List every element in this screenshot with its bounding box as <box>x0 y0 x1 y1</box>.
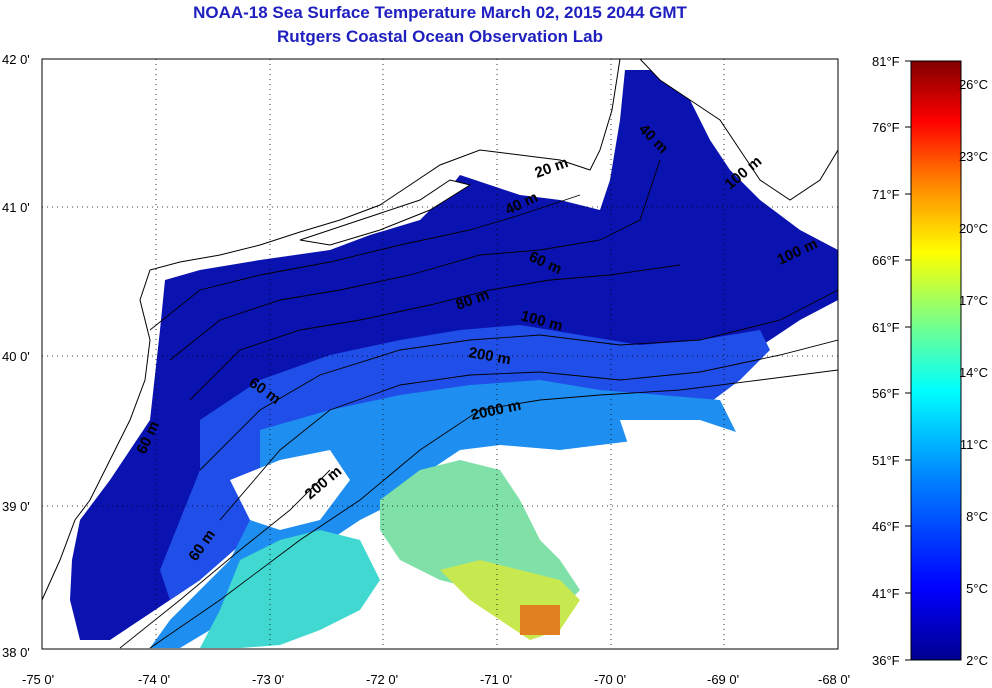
lat-tick-label: 41 0' <box>2 200 30 215</box>
contour-200m-south <box>119 469 331 649</box>
colorbar-c-label: 17°C <box>959 293 988 308</box>
contour-200m <box>219 339 838 521</box>
sst-field <box>70 70 838 648</box>
lon-tick-label: -71 0' <box>480 672 512 687</box>
map-frame <box>41 58 839 650</box>
colorbar: 81°F 76°F 71°F 66°F 61°F 56°F 51°F 46°F … <box>872 54 988 668</box>
cloud-mask <box>230 450 350 530</box>
colorbar-f-label: 61°F <box>872 320 900 335</box>
colorbar-f-label: 46°F <box>872 519 900 534</box>
colorbar-f-label: 66°F <box>872 253 900 268</box>
bathymetry-contours <box>119 159 838 649</box>
lon-tick-label: -73 0' <box>252 672 284 687</box>
contour-2000m <box>149 369 838 649</box>
warm-eddy-patch <box>520 605 560 635</box>
map-subtitle: Rutgers Coastal Ocean Observation Lab <box>277 27 603 46</box>
colorbar-c-label: 23°C <box>959 149 988 164</box>
gridlines <box>42 59 838 649</box>
lon-tick-label: -69 0' <box>707 672 739 687</box>
contour-100m <box>199 289 838 471</box>
colorbar-f-label: 71°F <box>872 187 900 202</box>
lon-tick-label: -74 0' <box>138 672 170 687</box>
lon-tick-label: -72 0' <box>366 672 398 687</box>
colorbar-f-label: 41°F <box>872 586 900 601</box>
lon-tick-label: -75 0' <box>22 672 54 687</box>
contour-60m <box>189 264 681 401</box>
long-island <box>299 179 472 246</box>
lon-tick-label: -70 0' <box>594 672 626 687</box>
offshore-cyan-patch <box>200 530 380 648</box>
colorbar-c-label: 2°C <box>966 653 988 668</box>
land-mass <box>42 59 621 601</box>
slope-water-region <box>150 380 740 648</box>
colorbar-f-label: 51°F <box>872 453 900 468</box>
contour-20m <box>149 194 581 331</box>
colorbar-gradient <box>910 60 962 661</box>
lat-tick-label: 38 0' <box>2 645 30 660</box>
colorbar-f-label: 56°F <box>872 386 900 401</box>
lat-tick-label: 40 0' <box>2 349 30 364</box>
colorbar-f-label: 76°F <box>872 120 900 135</box>
y-axis: 38 0' 39 0' 40 0' 41 0' 42 0' <box>2 52 30 660</box>
colorbar-c-label: 11°C <box>960 437 988 452</box>
contour-40m <box>169 159 661 361</box>
colorbar-c-label: 20°C <box>959 221 988 236</box>
colorbar-c-label: 14°C <box>959 365 988 380</box>
cloud-mask <box>590 420 838 648</box>
cape-cod <box>620 59 838 201</box>
map-title: NOAA-18 Sea Surface Temperature March 02… <box>193 3 687 22</box>
colorbar-c-label: 5°C <box>966 581 988 596</box>
lon-tick-label: -68 0' <box>818 672 850 687</box>
colorbar-f-label: 81°F <box>872 54 900 69</box>
lat-tick-label: 39 0' <box>2 499 30 514</box>
colorbar-c-label: 26°C <box>959 77 988 92</box>
colorbar-f-label: 36°F <box>872 653 900 668</box>
colorbar-c-label: 8°C <box>966 509 988 524</box>
contour-label: 20 m <box>533 154 571 182</box>
lat-tick-label: 42 0' <box>2 52 30 67</box>
x-axis: -75 0' -74 0' -73 0' -72 0' -71 0' -70 0… <box>22 672 850 687</box>
